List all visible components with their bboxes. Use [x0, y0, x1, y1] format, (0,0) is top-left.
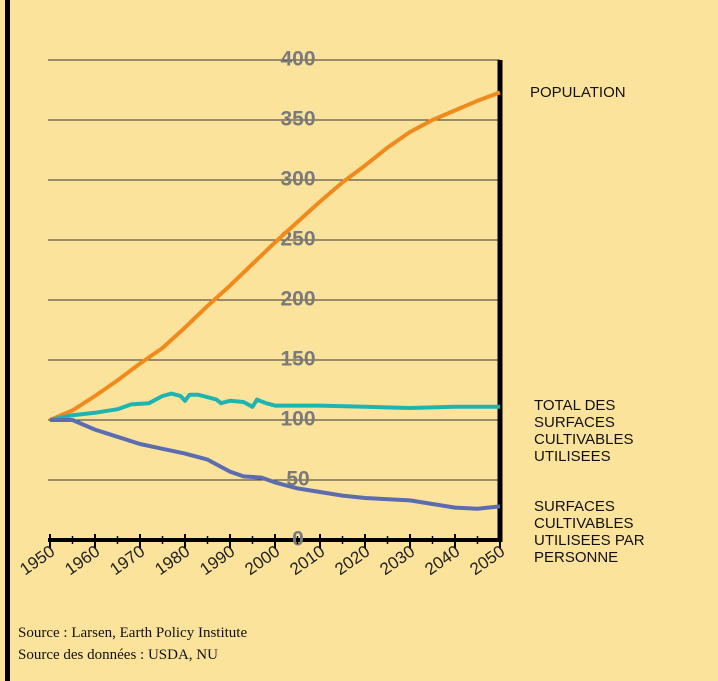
legend-label: SURFACES CULTIVABLES UTILISEES PAR PERSO…	[534, 498, 645, 566]
series-line	[49, 90, 501, 422]
x-tick-label: 1980	[151, 542, 193, 579]
legend-label: TOTAL DES SURFACES CULTIVABLES UTILISEES	[534, 397, 634, 465]
y-tick-label: 150	[280, 348, 315, 371]
y-tick-label: 50	[286, 468, 309, 491]
source: Source : Larsen, Earth Policy Institute	[18, 625, 248, 641]
x-tick-label: 2000	[241, 542, 283, 579]
y-tick-label: 300	[280, 168, 315, 191]
x-tick-label: 1950	[16, 542, 58, 579]
x-tick-label: 2050	[466, 542, 508, 579]
series-line	[49, 391, 500, 422]
x-tick-label: 2020	[331, 542, 373, 579]
series-line	[50, 418, 501, 511]
x-tick-label: 2030	[376, 542, 418, 579]
x-tick-label: 2040	[421, 542, 463, 579]
y-tick-label: 200	[280, 288, 315, 311]
left-bar	[5, 0, 10, 681]
source: Source des données : USDA, NU	[18, 647, 218, 663]
legend-label: POPULATION	[530, 84, 626, 101]
x-tick-label: 1960	[61, 542, 103, 579]
x-tick-label: 1990	[196, 542, 238, 579]
y-tick-label: 250	[280, 228, 315, 251]
y-tick-label: 100	[280, 408, 315, 431]
y-tick-label: 400	[280, 48, 315, 71]
x-tick-label: 1970	[106, 542, 148, 579]
y-tick-label: 350	[280, 108, 315, 131]
